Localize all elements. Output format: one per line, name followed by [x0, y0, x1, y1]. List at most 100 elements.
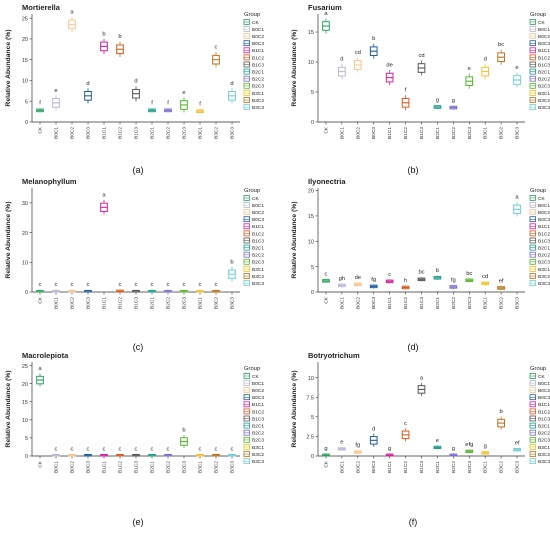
legend-label: B2C1: [252, 70, 264, 76]
significance-letter: c: [87, 446, 90, 452]
significance-letter: d: [230, 81, 233, 87]
significance-letter: c: [167, 282, 170, 288]
significance-letter: c: [39, 282, 42, 288]
significance-letter: g: [452, 98, 455, 104]
y-tick-label: 20: [22, 37, 28, 43]
x-tick-label: B2C2: [166, 461, 172, 473]
box-B0C3: [84, 88, 92, 104]
legend-label: B0C3: [252, 41, 264, 47]
x-tick-label: B0C2: [355, 461, 361, 473]
panel-caption: (d): [408, 342, 419, 352]
legend-label: B3C3: [538, 105, 550, 111]
box-B1C3: [132, 289, 140, 293]
box-CK: [322, 18, 330, 34]
significance-letter: de: [355, 275, 361, 281]
box-B2C1: [148, 453, 156, 457]
significance-letter: c: [119, 446, 122, 452]
box-B3C3: [228, 88, 236, 104]
chart-panel-1: Mortierella 0 5 10 15 20 25 Relative Abundance …: [5, 3, 264, 175]
significance-letter: e: [182, 90, 185, 96]
x-tick-label: B1C2: [403, 127, 409, 139]
significance-letter: c: [183, 282, 186, 288]
x-tick-label: B1C3: [134, 127, 140, 139]
box-B2C3: [180, 97, 188, 113]
box-B1C1: [385, 70, 394, 86]
x-tick-label: B3C3: [515, 297, 521, 309]
legend-label: B0C2: [538, 34, 550, 40]
x-tick-label: B0C2: [355, 127, 361, 139]
significance-letter: a: [515, 195, 519, 201]
legend-label: B0C1: [538, 381, 550, 387]
x-tick-label: B2C3: [182, 461, 188, 473]
x-tick-label: B0C1: [54, 297, 60, 309]
significance-letter: g: [388, 446, 391, 452]
box-B1C3: [417, 382, 426, 396]
legend-label: B3C2: [252, 98, 264, 104]
legend-label: B2C1: [252, 246, 264, 252]
significance-letter: a: [70, 9, 74, 15]
significance-letter: cd: [418, 53, 424, 59]
box-B2C2: [164, 289, 172, 293]
box-B3C1: [481, 281, 490, 286]
box-CK: [36, 108, 44, 113]
significance-letter: a: [420, 375, 424, 381]
x-tick-label: B2C1: [150, 127, 156, 139]
significance-letter: ef: [499, 278, 504, 284]
y-tick-label: 15: [308, 30, 314, 36]
box-B0C1: [52, 453, 60, 457]
legend-label: B1C2: [252, 409, 264, 415]
box-B1C1: [100, 38, 108, 54]
box-B3C2: [497, 49, 505, 65]
box-B2C1: [433, 275, 442, 280]
box-B1C2: [116, 453, 124, 457]
x-tick-label: B2C2: [166, 297, 172, 309]
significance-letter: c: [199, 282, 202, 288]
x-tick-label: B3C1: [198, 297, 204, 309]
x-tick-label: CK: [323, 296, 329, 303]
chart-title: Botryotrichum: [308, 351, 360, 360]
legend-label: B2C3: [538, 438, 550, 444]
legend-label: B0C2: [252, 210, 264, 216]
legend-label: B3C2: [538, 98, 550, 104]
legend-label: B3C1: [538, 445, 550, 451]
legend-label: B2C1: [538, 70, 550, 76]
x-tick-label: B0C3: [86, 297, 92, 309]
x-tick-label: B3C3: [515, 461, 521, 473]
legend-label: B1C2: [538, 231, 550, 237]
x-tick-label: B0C3: [371, 461, 377, 473]
legend-label: B0C1: [252, 381, 264, 387]
legend-label: B2C1: [252, 424, 264, 430]
legend-label: B2C3: [252, 260, 264, 266]
legend-label: B2C2: [252, 253, 264, 259]
box-B0C2: [353, 282, 362, 287]
box-CK: [322, 278, 330, 283]
legend-label: B1C1: [538, 48, 550, 54]
legend-label: B2C3: [538, 84, 550, 90]
x-tick-label: B1C3: [419, 127, 425, 139]
x-tick-label: B2C2: [451, 461, 457, 473]
x-tick-label: B1C2: [403, 461, 409, 473]
x-tick-label: B3C2: [214, 461, 220, 473]
significance-letter: gh: [339, 276, 345, 282]
x-tick-label: B0C3: [371, 297, 377, 309]
significance-letter: d: [484, 57, 487, 63]
legend-label: B0C2: [538, 210, 550, 216]
significance-letter: c: [71, 446, 74, 452]
x-tick-label: B0C1: [54, 127, 60, 139]
y-tick-label: 5: [25, 436, 28, 442]
legend-label: B2C1: [538, 246, 550, 252]
legend-label: B0C3: [538, 41, 550, 47]
box-B0C3: [369, 43, 378, 59]
legend-label: B1C2: [252, 231, 264, 237]
y-tick-label: 10: [308, 60, 314, 66]
y-axis-label: Relative Abundance (%): [5, 29, 12, 106]
legend-label: B0C3: [252, 395, 264, 401]
y-tick-label: 2.5: [306, 435, 314, 441]
significance-letter: a: [38, 366, 42, 372]
legend-label: B3C1: [538, 267, 550, 273]
significance-letter: c: [103, 446, 106, 452]
x-tick-label: B3C2: [214, 127, 220, 139]
box-CK: [36, 289, 44, 293]
box-B2C2: [164, 453, 172, 457]
y-axis-label: Relative Abundance (%): [291, 370, 298, 447]
